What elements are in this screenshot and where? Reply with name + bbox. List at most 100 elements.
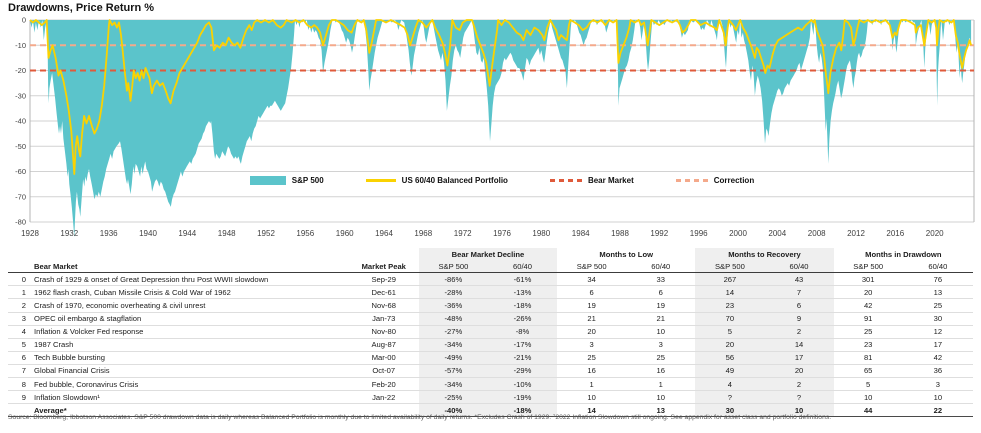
svg-text:1980: 1980 [532, 229, 550, 238]
bear-market-dash-swatch [549, 179, 582, 182]
table-row: 4 Inflation & Volcker Fed response Nov-80-… [8, 325, 973, 339]
value-cell: 33 [626, 272, 696, 287]
value-cell: 34 [557, 272, 627, 287]
value-cell: 25 [557, 351, 627, 365]
svg-text:1932: 1932 [60, 229, 78, 238]
value-cell: -13% [487, 285, 558, 300]
value-cell: 19 [557, 298, 627, 313]
bear-market-name: Inflation Slowdown¹ [30, 390, 349, 405]
bear-market-name: OPEC oil embargo & stagflation [30, 312, 349, 326]
svg-text:1976: 1976 [493, 229, 511, 238]
value-cell: 9 [764, 312, 834, 326]
svg-text:1956: 1956 [296, 229, 314, 238]
svg-text:2004: 2004 [768, 229, 786, 238]
svg-text:-10: -10 [15, 41, 26, 50]
value-cell: 10 [557, 390, 627, 405]
value-cell: 43 [764, 272, 834, 287]
subheader-sp500: S&P 500 [418, 260, 488, 274]
value-cell: -19% [487, 390, 558, 405]
svg-text:1984: 1984 [572, 229, 590, 238]
row-index: 8 [8, 377, 31, 392]
value-cell: 4 [695, 377, 765, 392]
svg-text:2020: 2020 [926, 229, 944, 238]
svg-text:-70: -70 [15, 192, 26, 201]
source-footnote: Source: Bloomberg, Ibbotson Associates. … [8, 414, 832, 421]
value-cell: 16 [626, 364, 696, 379]
value-cell: 30 [695, 403, 765, 418]
value-cell: 49 [695, 364, 765, 379]
sp500-area [30, 20, 972, 238]
value-cell: -86% [418, 272, 488, 287]
value-cell: 10 [626, 325, 696, 339]
value-cell: 25 [833, 325, 903, 339]
svg-text:1940: 1940 [139, 229, 157, 238]
bear-market-name: Global Financial Crisis [30, 364, 349, 379]
value-cell: 21 [626, 312, 696, 326]
market-peak-cell [348, 403, 419, 418]
value-cell: 70 [695, 312, 765, 326]
row-index: 1 [8, 285, 31, 300]
svg-text:1928: 1928 [21, 229, 39, 238]
legend-item-correction: Correction [675, 176, 755, 185]
svg-text:1996: 1996 [690, 229, 708, 238]
value-cell: 36 [902, 364, 973, 379]
value-cell: 14 [695, 285, 765, 300]
value-cell: -49% [418, 351, 488, 365]
value-cell: 20 [833, 285, 903, 300]
value-cell: -29% [487, 364, 558, 379]
legend-label-balanced: US 60/40 Balanced Portfolio [401, 176, 508, 185]
table-row: 1 1962 flash crash, Cuban Missile Crisis … [8, 285, 973, 300]
subheader-sp500: S&P 500 [833, 260, 903, 274]
bear-market-name: Inflation & Volcker Fed response [30, 325, 349, 339]
market-peak-cell: Sep-29 [348, 272, 419, 287]
value-cell: 17 [902, 338, 973, 352]
value-cell: 2 [764, 325, 834, 339]
drawdown-chart: 0 -10 -20 -30 -40 -50 -60 -70 -80 1928 1932 1936 194… [15, 16, 975, 238]
value-cell: 5 [833, 377, 903, 392]
value-cell: 23 [695, 298, 765, 313]
chart-title: Drawdowns, Price Return % [8, 2, 155, 14]
value-cell: 2 [764, 377, 834, 392]
table-row: 7 Global Financial Crisis Oct-07 -57% -29% 16… [8, 364, 973, 379]
legend-label-correction: Correction [713, 176, 755, 185]
value-cell: 7 [764, 285, 834, 300]
subheader-6040: 60/40 [902, 260, 973, 274]
value-cell: -34% [418, 377, 488, 392]
value-cell: 76 [902, 272, 973, 287]
value-cell: -18% [487, 403, 558, 418]
bear-market-name: 1987 Crash [30, 338, 349, 352]
value-cell: 6 [764, 298, 834, 313]
row-index: 9 [8, 390, 31, 405]
svg-text:1968: 1968 [414, 229, 432, 238]
value-cell: 81 [833, 351, 903, 365]
value-cell: 6 [626, 285, 696, 300]
market-peak-cell: Oct-07 [348, 364, 419, 379]
value-cell: -18% [487, 298, 558, 313]
svg-text:-30: -30 [15, 91, 26, 100]
value-cell: 10 [902, 390, 973, 405]
bear-market-name: Crash of 1929 & onset of Great Depressio… [30, 272, 349, 287]
value-cell: 267 [695, 272, 765, 287]
sp500-area-swatch [249, 176, 286, 185]
svg-text:1952: 1952 [257, 229, 275, 238]
market-peak-cell: Mar-00 [348, 351, 419, 365]
value-cell: 3 [902, 377, 973, 392]
bear-market-name: Average* [30, 403, 349, 418]
value-cell: -21% [487, 351, 558, 365]
market-peak-column-header: Market Peak [348, 260, 419, 274]
value-cell: 301 [833, 272, 903, 287]
value-cell: -34% [418, 338, 488, 352]
market-peak-cell: Jan-73 [348, 312, 419, 326]
value-cell: ? [695, 390, 765, 405]
legend-item-bear-market: Bear Market [549, 176, 634, 185]
market-peak-cell: Nov-80 [348, 325, 419, 339]
value-cell: 22 [902, 403, 973, 418]
svg-text:-60: -60 [15, 167, 26, 176]
value-cell: 65 [833, 364, 903, 379]
average-row: Average* -40% -18% 14 13 30 10 44 22 [8, 403, 973, 418]
value-cell: -57% [418, 364, 488, 379]
svg-text:1964: 1964 [375, 229, 393, 238]
row-index: 7 [8, 364, 31, 379]
value-cell: 19 [626, 298, 696, 313]
svg-text:-20: -20 [15, 66, 26, 75]
